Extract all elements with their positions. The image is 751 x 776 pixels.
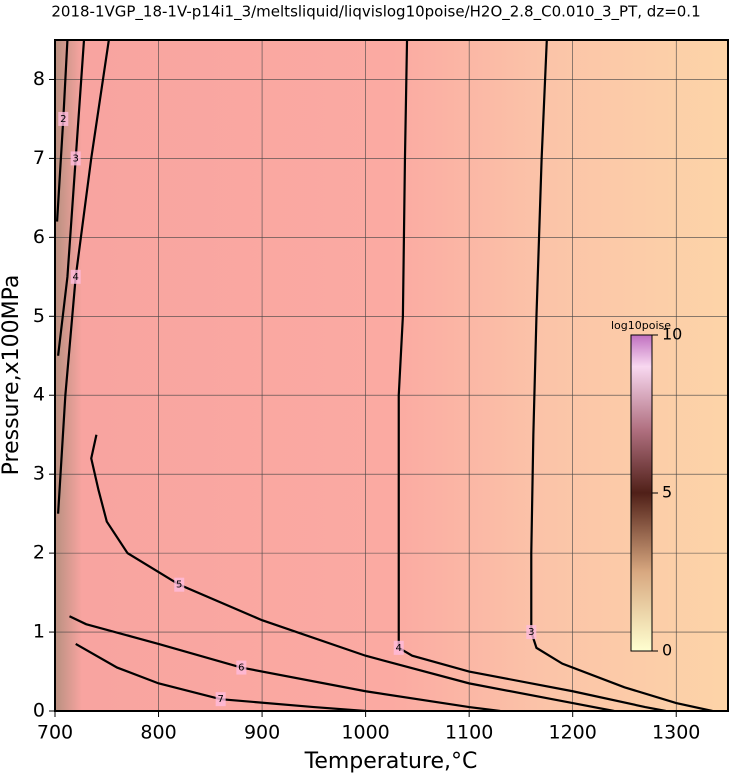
x-tick-label: 1000: [341, 722, 389, 744]
x-tick-label: 1100: [445, 722, 493, 744]
colorbar-tick-label: 0: [662, 641, 672, 660]
colorbar-tick-label: 10: [662, 325, 682, 344]
x-tick-label: 1300: [652, 722, 700, 744]
y-tick-label: 5: [33, 305, 45, 327]
y-tick-label: 3: [33, 463, 45, 485]
contour-label-bg: [393, 640, 404, 655]
contour-label: 3: [73, 153, 79, 164]
grid: [54, 40, 728, 712]
colorbar: [630, 334, 653, 652]
contour-label: 7: [217, 694, 223, 705]
y-tick-label: 0: [33, 700, 45, 722]
colorbar-label: log10poise: [611, 319, 671, 332]
y-axis-label: Pressure,x100MPa: [0, 275, 24, 476]
contour-label: 4: [396, 643, 402, 654]
y-tick-label: 7: [33, 147, 45, 169]
x-tick-label: 800: [140, 722, 176, 744]
contour-label-bg: [526, 625, 537, 640]
contour-line: [75, 642, 366, 711]
contour-label-bg: [236, 660, 247, 675]
plot-frame: [54, 39, 729, 712]
x-axis-label: Temperature,°C: [304, 749, 478, 774]
contour-label: 4: [73, 272, 79, 283]
contour-label: 3: [528, 627, 534, 638]
contours: 3 4 5 6 7 4 3 2: [55, 40, 713, 711]
contour-label-bg: [215, 692, 226, 707]
x-tick-label: 900: [244, 722, 280, 744]
x-tick-label: 700: [37, 722, 73, 744]
y-tick-label: 8: [33, 68, 45, 90]
y-tick-label: 2: [33, 542, 45, 564]
y-tick-label: 6: [33, 226, 45, 248]
plot-background: [55, 40, 728, 711]
contour-label-bg: [70, 269, 81, 284]
y-tick-label: 4: [33, 384, 45, 406]
colorbar-tick-label: 5: [662, 483, 672, 502]
contour-label-bg: [174, 577, 185, 592]
contour-line: [57, 40, 86, 356]
x-tick-label: 1200: [549, 722, 597, 744]
chart-title: 2018-1VGP_18-1V-p14i1_3/meltsliquid/liqv…: [51, 3, 700, 22]
contour-label: 5: [176, 580, 182, 591]
contour-label-bg: [70, 151, 81, 166]
contour-label-bg: [58, 111, 69, 126]
contour-label: 2: [60, 114, 66, 125]
y-tick-label: 1: [33, 621, 45, 643]
contour-label: 6: [238, 663, 244, 674]
